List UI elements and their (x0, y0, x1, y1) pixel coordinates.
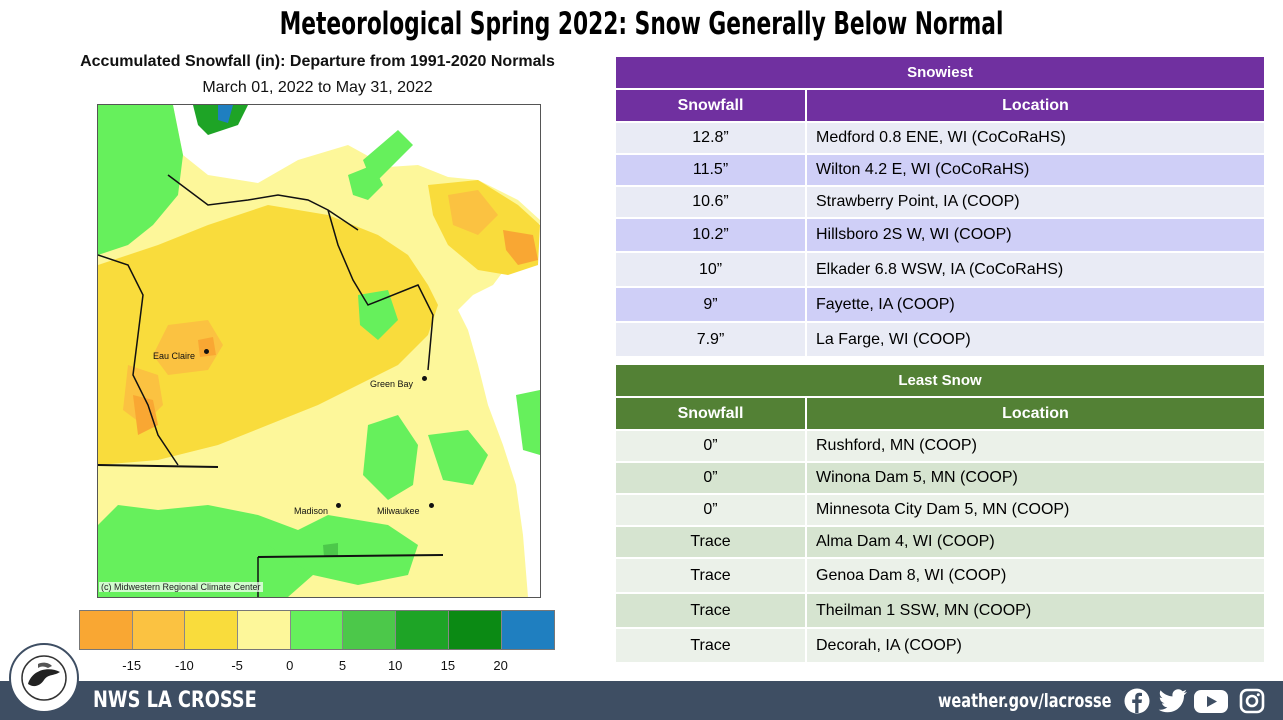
city-dot (336, 503, 341, 508)
youtube-icon[interactable] (1193, 688, 1229, 714)
table-row: 0” Winona Dam 5, MN (COOP) (616, 463, 1264, 495)
nws-logo (8, 642, 80, 714)
table-row: 10.2” Hillsboro 2S W, WI (COOP) (616, 219, 1264, 253)
location-cell: Wilton 4.2 E, WI (CoCoRaHS) (816, 161, 1030, 178)
location-cell: Medford 0.8 ENE, WI (CoCoRaHS) (816, 129, 1066, 146)
least-snow-rows: 0” Rushford, MN (COOP) 0” Winona Dam 5, MN … (616, 431, 1264, 664)
legend-swatch (80, 611, 133, 649)
snowfall-cell: 0” (616, 431, 807, 461)
column-header-location: Location (1002, 404, 1069, 422)
twitter-icon[interactable] (1158, 688, 1188, 714)
snowfall-cell: 10.2” (616, 219, 807, 251)
location-cell: Hillsboro 2S W, WI (COOP) (816, 226, 1012, 243)
legend-swatch (396, 611, 449, 649)
slide-title: Meteorological Spring 2022: Snow General… (279, 6, 1004, 42)
table-row: 7.9” La Farge, WI (COOP) (616, 323, 1264, 358)
legend-label: 20 (493, 658, 508, 673)
snowfall-departure-map: Eau Claire Green Bay Madison Milwaukee (97, 104, 541, 598)
location-cell: Elkader 6.8 WSW, IA (CoCoRaHS) (816, 260, 1064, 278)
legend-swatch (185, 611, 239, 649)
city-dot (429, 503, 434, 508)
snowfall-cell: Trace (616, 527, 807, 557)
website-link[interactable]: weather.gov/lacrosse (938, 690, 1112, 712)
snowfall-cell: 12.8” (616, 123, 807, 153)
snowfall-cell: 9” (616, 288, 807, 321)
table-row: 11.5” Wilton 4.2 E, WI (CoCoRaHS) (616, 155, 1264, 187)
color-legend (79, 610, 556, 650)
legend-label: 10 (387, 658, 403, 673)
location-cell: Fayette, IA (COOP) (816, 295, 955, 313)
city-dot (204, 349, 209, 354)
legend-label: -15 (122, 658, 142, 673)
snowiest-title: Snowiest (616, 57, 1264, 88)
least-snow-column-headers: Snowfall Location (616, 396, 1264, 431)
legend-swatch (132, 611, 186, 649)
table-row: 9” Fayette, IA (COOP) (616, 288, 1264, 323)
legend-label: -5 (231, 658, 243, 673)
instagram-icon[interactable] (1239, 688, 1265, 714)
column-header-location: Location (1002, 96, 1069, 114)
column-header-snowfall: Snowfall (616, 398, 807, 429)
location-cell: Minnesota City Dam 5, MN (COOP) (816, 501, 1070, 518)
snowiest-column-headers: Snowfall Location (616, 88, 1264, 123)
table-row: 10” Elkader 6.8 WSW, IA (CoCoRaHS) (616, 253, 1264, 288)
footer-bar: NWS LA CROSSE weather.gov/lacrosse (0, 681, 1283, 720)
table-row: Trace Decorah, IA (COOP) (616, 629, 1264, 664)
snowiest-rows: 12.8” Medford 0.8 ENE, WI (CoCoRaHS) 11.5”… (616, 123, 1264, 358)
location-cell: Alma Dam 4, WI (COOP) (816, 533, 995, 550)
snowiest-table: Snowiest Snowfall Location 12.8” Medford … (616, 57, 1264, 358)
legend-swatch (448, 611, 502, 649)
city-label-green-bay: Green Bay (370, 379, 414, 389)
snowfall-cell: 10.6” (616, 187, 807, 217)
legend-label: 5 (338, 658, 347, 673)
least-snow-title: Least Snow (616, 365, 1264, 396)
location-cell: Strawberry Point, IA (COOP) (816, 193, 1020, 210)
office-name: NWS LA CROSSE (93, 688, 257, 713)
legend-swatch (290, 611, 344, 649)
table-row: 0” Minnesota City Dam 5, MN (COOP) (616, 495, 1264, 527)
location-cell: Winona Dam 5, MN (COOP) (816, 469, 1018, 486)
map-date-range: March 01, 2022 to May 31, 2022 (202, 79, 433, 96)
snowfall-cell: 0” (616, 463, 807, 493)
table-row: Trace Genoa Dam 8, WI (COOP) (616, 559, 1264, 594)
map-title: Accumulated Snowfall (in): Departure fro… (80, 53, 555, 70)
city-label-madison: Madison (294, 506, 329, 516)
snowfall-cell: 0” (616, 495, 807, 525)
column-header-snowfall: Snowfall (616, 90, 807, 121)
least-snow-table: Least Snow Snowfall Location 0” Rushford,… (616, 365, 1264, 664)
legend-label: 0 (286, 658, 294, 673)
table-row: 12.8” Medford 0.8 ENE, WI (CoCoRaHS) (616, 123, 1264, 155)
snowfall-cell: 11.5” (616, 155, 807, 185)
legend-label: 15 (440, 658, 456, 673)
legend-swatch (238, 611, 291, 649)
legend-swatch (501, 611, 555, 649)
table-row: Trace Theilman 1 SSW, MN (COOP) (616, 594, 1264, 629)
snowfall-cell: 10” (616, 253, 807, 286)
location-cell: La Farge, WI (COOP) (816, 330, 971, 348)
city-dot (422, 376, 427, 381)
location-cell: Genoa Dam 8, WI (COOP) (816, 566, 1007, 584)
table-row: Trace Alma Dam 4, WI (COOP) (616, 527, 1264, 559)
location-cell: Rushford, MN (COOP) (816, 437, 977, 454)
legend-label: -10 (174, 658, 194, 673)
city-label-milwaukee: Milwaukee (377, 506, 420, 516)
map-graphic (98, 105, 540, 597)
snowfall-cell: Trace (616, 594, 807, 627)
facebook-icon[interactable] (1124, 688, 1150, 714)
snowfall-cell: Trace (616, 629, 807, 662)
map-credit: (c) Midwestern Regional Climate Center (99, 582, 263, 592)
table-row: 10.6” Strawberry Point, IA (COOP) (616, 187, 1264, 219)
snowfall-cell: Trace (616, 559, 807, 592)
city-label-eau-claire: Eau Claire (153, 351, 196, 361)
location-cell: Decorah, IA (COOP) (816, 636, 962, 654)
table-row: 0” Rushford, MN (COOP) (616, 431, 1264, 463)
legend-swatch (343, 611, 397, 649)
location-cell: Theilman 1 SSW, MN (COOP) (816, 601, 1032, 619)
snowfall-cell: 7.9” (616, 323, 807, 356)
